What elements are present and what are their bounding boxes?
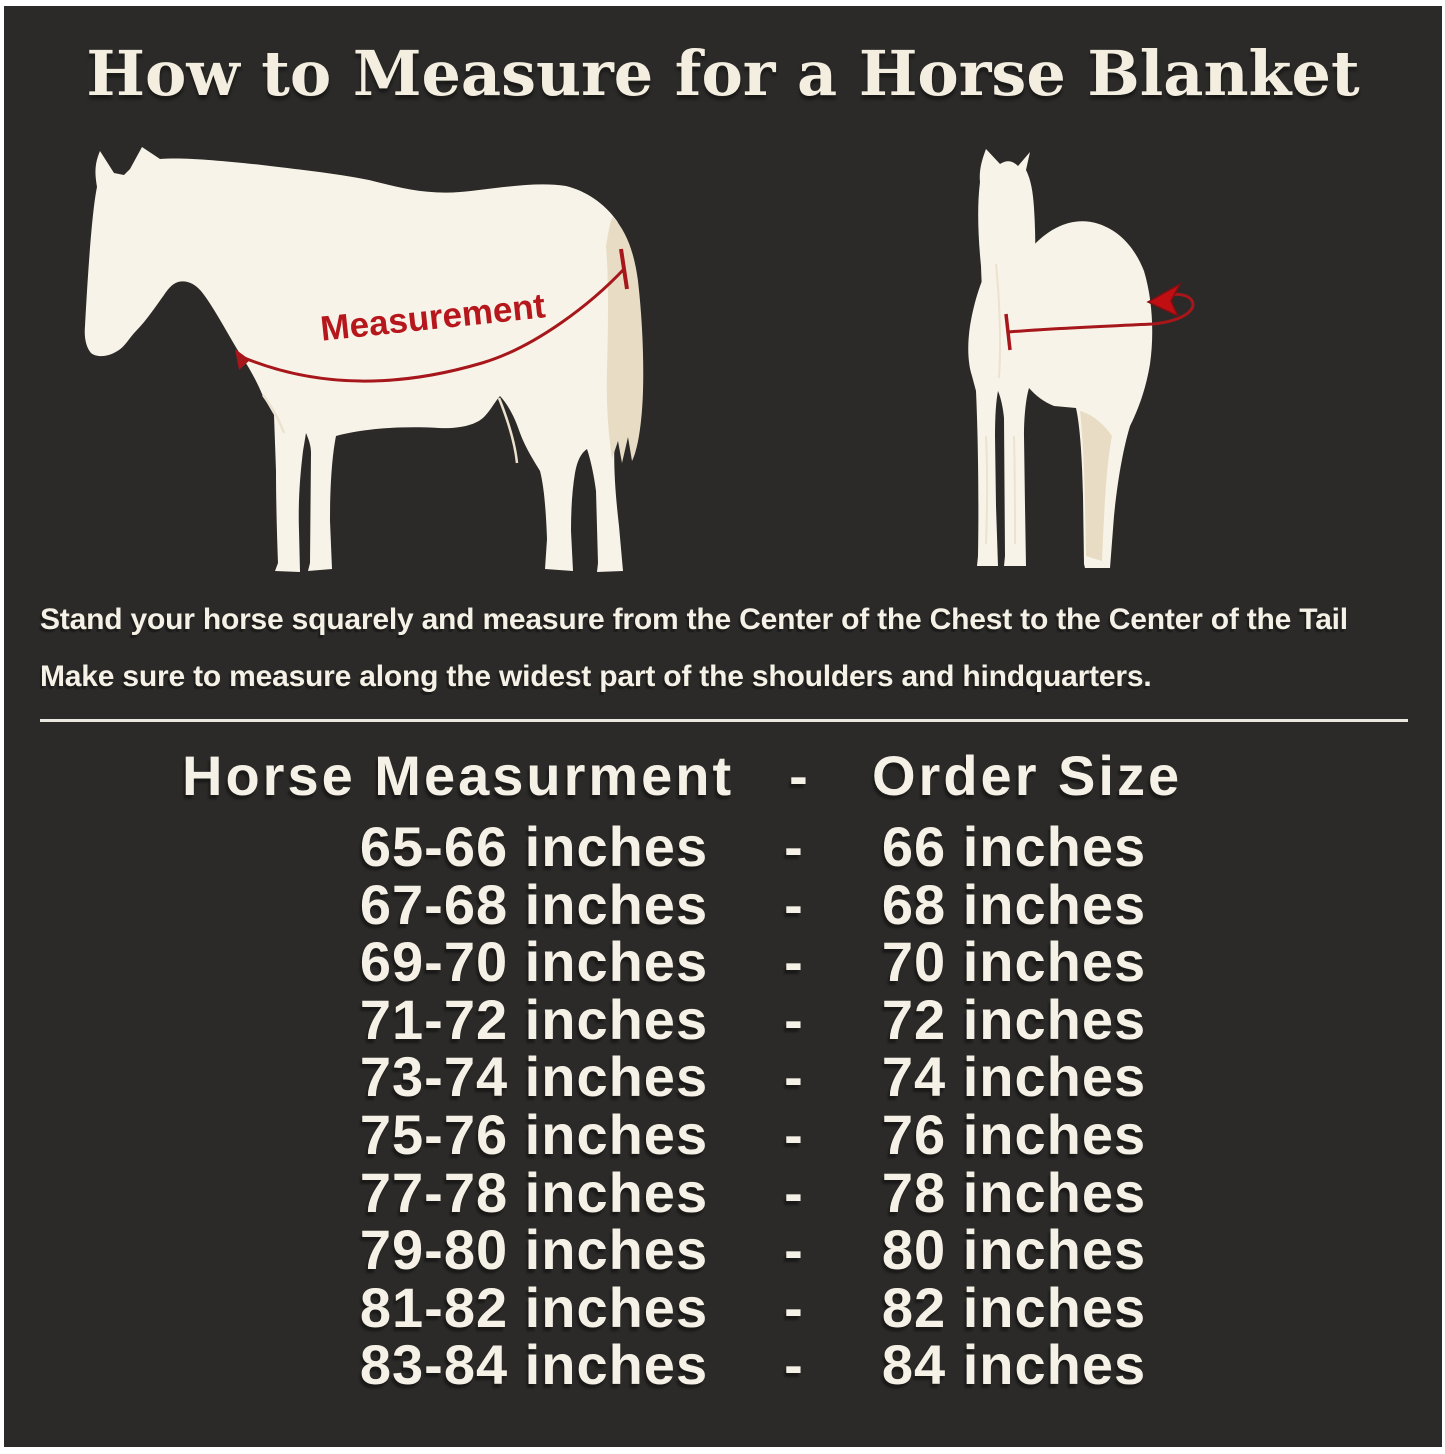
row-spacer: [4, 1336, 304, 1394]
front-view-horse-illustration: [968, 149, 1195, 568]
order-size-column-header: Order Size: [872, 744, 1183, 807]
horse-measurement-value: 75-76 inches: [359, 1102, 709, 1166]
row-separator-dash: -: [784, 815, 804, 878]
table-row: 69-70 inches - 70 inches: [4, 933, 1442, 991]
measurement-line: [241, 267, 626, 383]
dark-background-panel: How to Measure for a Horse Blanket Measu…: [4, 6, 1442, 1447]
size-rows: 65-66 inches - 66 inches 67-68 inches - 68 in…: [4, 818, 1442, 1394]
table-row: 75-76 inches -76 inches: [4, 1106, 1442, 1164]
instructions-line-2: Make sure to measure along the widest pa…: [40, 660, 1152, 693]
horse-measurement-value: 67-68 inches: [359, 872, 709, 936]
row-spacer: [4, 1221, 304, 1279]
table-row: 77-78 inches - 78 inches: [4, 1160, 1442, 1224]
row-spacer: [4, 991, 304, 1049]
order-size-value: 78 inches: [881, 1160, 1147, 1224]
divider-line: [40, 719, 1408, 722]
horse-measurement-value: 73-74 inches: [359, 1045, 709, 1109]
order-size-value: 72 inches: [881, 987, 1147, 1051]
table-row: 73-74 inches - 74 inches: [4, 1048, 1442, 1106]
row-spacer: [4, 1279, 304, 1337]
horse-measurement-value: 69-70 inches: [359, 930, 709, 994]
table-row: 79-80 inches - 80 inches: [4, 1221, 1442, 1279]
instructions-line-1: Stand your horse squarely and measure fr…: [40, 603, 1348, 636]
horse-measurement-value: 81-82 inches: [359, 1275, 709, 1339]
table-row: 81-82 inches -82 inches: [4, 1279, 1442, 1337]
horse-measurement-value: 71-72 inches: [359, 987, 709, 1051]
girth-arrow-head: [1146, 282, 1182, 318]
row-separator-dash: -: [784, 1275, 804, 1339]
measurement-line-tail-tick: [619, 248, 629, 290]
table-row: 71-72 inches -72 inches: [4, 991, 1442, 1049]
side-view-horse-illustration: Measurement: [84, 147, 644, 572]
row-separator-dash: -: [784, 1160, 804, 1224]
side-horse-body: [84, 147, 633, 572]
measurement-line-chest-marker: [235, 349, 250, 370]
header-separator-dash: -: [789, 744, 811, 807]
row-separator-dash: -: [784, 872, 804, 936]
side-horse-tail: [606, 217, 644, 463]
table-row: 65-66 inches - 66 inches: [4, 818, 1442, 876]
row-separator-dash: -: [784, 1218, 804, 1282]
page-title: How to Measure for a Horse Blanket: [86, 37, 1360, 110]
row-spacer: [4, 1106, 304, 1164]
table-row: 83-84 inches - 84 inches: [4, 1336, 1442, 1394]
size-table-header: Horse Measurment - Order Size: [4, 747, 1442, 805]
order-size-value: 74 inches: [881, 1045, 1147, 1109]
girth-arrow-line: [1007, 292, 1195, 334]
row-spacer: [4, 818, 304, 876]
header-spacer: [4, 747, 182, 805]
row-separator-dash: -: [784, 1045, 804, 1109]
row-spacer: [4, 933, 304, 991]
horse-measurement-value: 79-80 inches: [359, 1218, 709, 1282]
order-size-value: 70 inches: [881, 930, 1147, 994]
row-separator-dash: -: [784, 987, 804, 1051]
row-spacer: [4, 1048, 304, 1106]
row-spacer: [4, 876, 304, 934]
row-separator-dash: -: [784, 930, 804, 994]
table-row: 67-68 inches - 68 inches: [4, 872, 1442, 936]
horse-measurement-value: 65-66 inches: [359, 815, 709, 878]
order-size-value: 84 inches: [881, 1333, 1147, 1397]
front-horse-hindleg-shade: [1080, 411, 1112, 561]
horse-measurement-value: 77-78 inches: [359, 1160, 709, 1224]
horse-measurement-column-header: Horse Measurment: [182, 744, 735, 807]
front-horse-creases: [985, 263, 1016, 545]
row-separator-dash: -: [784, 1333, 804, 1397]
order-size-value: 76 inches: [881, 1102, 1147, 1166]
side-horse-creases: [261, 394, 519, 464]
order-size-value: 80 inches: [881, 1218, 1147, 1282]
row-separator-dash: -: [784, 1102, 804, 1166]
order-size-value: 68 inches: [881, 872, 1147, 936]
order-size-value: 66 inches: [881, 815, 1147, 878]
row-spacer: [4, 1164, 304, 1222]
horse-measurement-value: 83-84 inches: [359, 1333, 709, 1397]
front-horse-head: [978, 149, 1037, 356]
measuring-instructions: Stand your horse squarely and measure fr…: [40, 591, 1422, 705]
order-size-value: 82 inches: [881, 1275, 1147, 1339]
